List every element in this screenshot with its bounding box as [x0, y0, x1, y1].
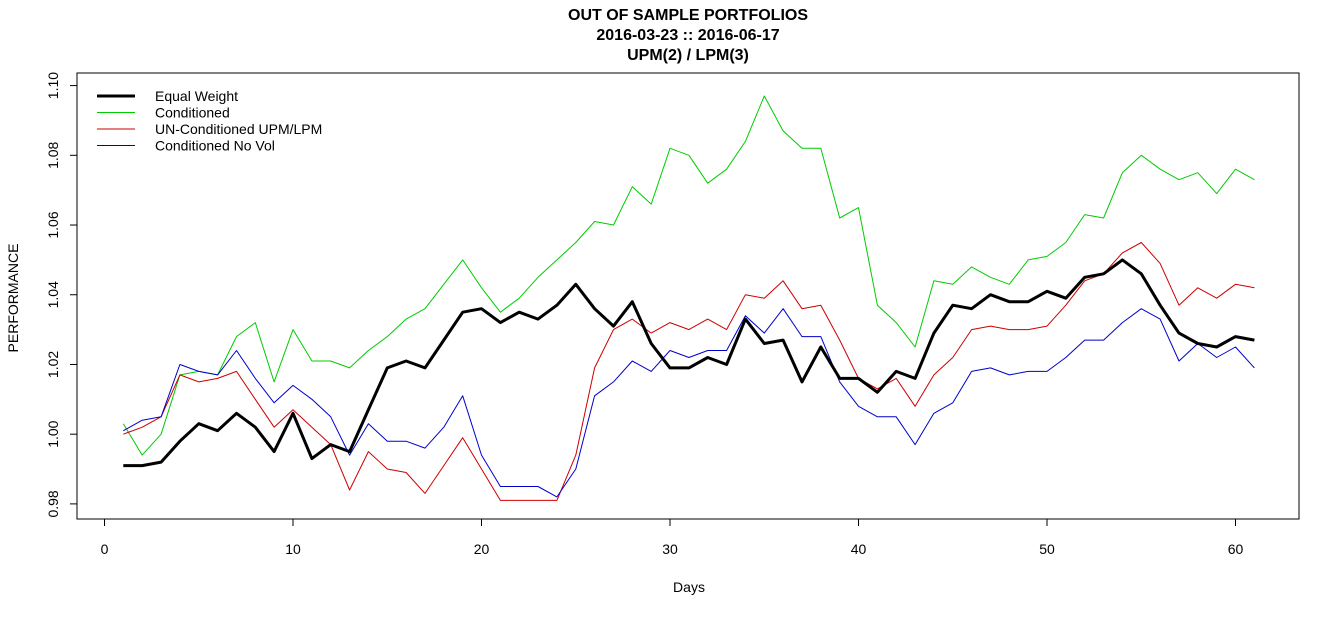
chart-subtitle-2: UPM(2) / LPM(3)	[627, 47, 749, 64]
x-axis-title: Days	[673, 579, 705, 595]
legend-label-conditioned: Conditioned	[155, 105, 230, 121]
series-line-equal-weight	[123, 258, 1255, 468]
y-tick-label: 1.08	[45, 141, 61, 168]
chart-title-block: OUT OF SAMPLE PORTFOLIOS 2016-03-23 :: 2…	[0, 6, 1340, 66]
series-line-un-conditioned-upm-lpm	[123, 242, 1255, 501]
y-tick-label: 1.06	[45, 211, 61, 238]
legend-label-conditioned-no-vol: Conditioned No Vol	[155, 138, 275, 154]
legend-label-un-conditioned-upm-lpm: UN-Conditioned UPM/LPM	[155, 121, 322, 137]
x-tick-label: 20	[474, 541, 490, 557]
y-axis: 0.98 1.00 1.02 1.04 1.06 1.08 1.10	[45, 72, 78, 518]
series-line-conditioned	[122, 95, 1255, 456]
y-tick-label: 1.02	[45, 351, 61, 378]
series-layer	[122, 95, 1255, 501]
x-tick-label: 60	[1228, 541, 1244, 557]
y-axis-title: PERFORMANCE	[5, 244, 21, 353]
x-tick-label: 50	[1039, 541, 1055, 557]
x-tick-label: 30	[662, 541, 678, 557]
y-tick-label: 1.00	[45, 420, 61, 447]
x-tick-label: 10	[285, 541, 301, 557]
series-line-conditioned-no-vol	[123, 308, 1255, 498]
y-tick-label: 1.10	[45, 72, 61, 99]
x-tick-label: 40	[851, 541, 867, 557]
legend-label-equal-weight: Equal Weight	[155, 88, 238, 104]
x-axis: 0 10 20 30 40 50 60	[101, 518, 1244, 557]
y-tick-label: 1.04	[45, 281, 61, 308]
chart-subtitle: 2016-03-23 :: 2016-06-17	[596, 27, 780, 44]
y-tick-label: 0.98	[45, 490, 61, 517]
chart-title: OUT OF SAMPLE PORTFOLIOS	[568, 7, 808, 24]
x-tick-label: 0	[101, 541, 109, 557]
